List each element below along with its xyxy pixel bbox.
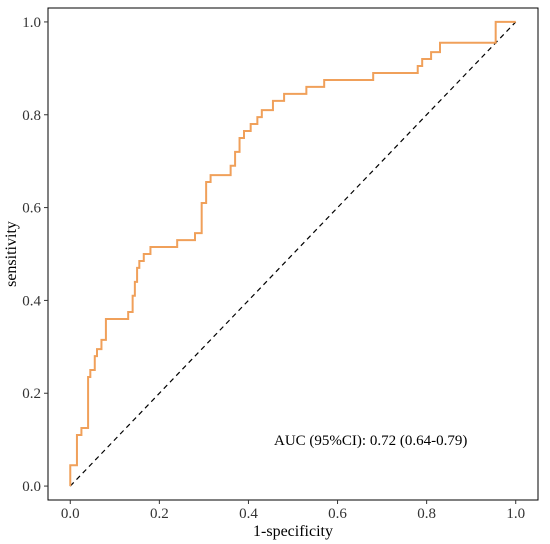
- x-axis: 0.0 0.2 0.4 0.6 0.8 1.0: [61, 500, 525, 522]
- y-axis-title: sensitivity: [3, 221, 20, 287]
- roc-curve: [69, 20, 516, 487]
- x-axis-title: 1-specificity: [253, 523, 333, 540]
- auc-annotation: AUC (95%CI): 0.72 (0.64-0.79): [274, 433, 467, 449]
- y-tick-label: 0.6: [22, 201, 41, 217]
- x-tick-label: 0.4: [239, 506, 258, 522]
- x-tick-label: 0.8: [417, 506, 436, 522]
- x-tick-label: 0.6: [328, 506, 347, 522]
- y-tick-label: 0.0: [22, 479, 41, 495]
- y-tick-label: 0.4: [22, 293, 41, 309]
- x-tick-label: 0.2: [150, 506, 169, 522]
- plot-panel: [47, 7, 539, 501]
- x-tick-label: 0.0: [61, 506, 80, 522]
- y-tick-label: 1.0: [22, 15, 41, 31]
- y-tick-label: 0.8: [22, 108, 41, 124]
- x-tick-label: 1.0: [506, 506, 525, 522]
- y-axis: 0.0 0.2 0.4 0.6 0.8 1.0: [22, 15, 48, 495]
- y-tick-label: 0.2: [22, 386, 41, 402]
